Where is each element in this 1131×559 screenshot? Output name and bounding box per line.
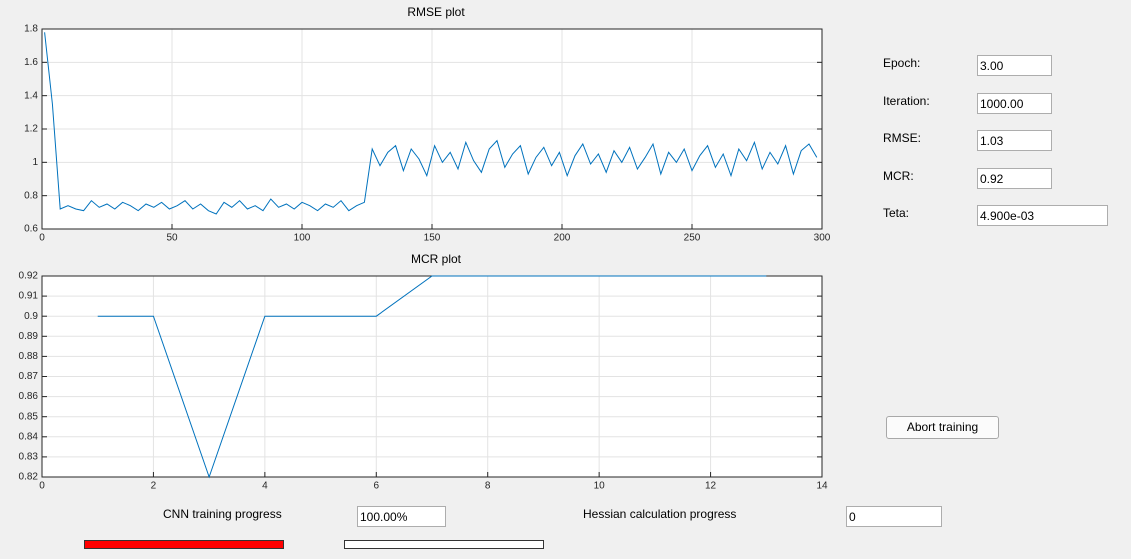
y-tick-label: 1.6	[24, 57, 38, 68]
x-tick-label: 300	[814, 233, 831, 244]
y-tick-label: 0.92	[19, 271, 39, 282]
field-value[interactable]: 1000.00	[977, 92, 1052, 114]
field-label: MCR:	[883, 168, 914, 183]
hessian-progress-label: Hessian calculation progress	[583, 507, 737, 521]
field-label: Teta:	[883, 206, 910, 220]
cnn-progress-value[interactable]: 100.00%	[357, 506, 446, 527]
y-tick-label: 0.8	[24, 190, 38, 201]
y-tick-label: 0.82	[19, 472, 39, 483]
y-tick-label: 1.8	[24, 24, 38, 35]
y-tick-label: 1	[32, 157, 38, 168]
y-tick-label: 0.86	[19, 391, 39, 402]
x-tick-label: 10	[594, 481, 606, 492]
field-value[interactable]: 0.92	[977, 167, 1052, 189]
data-line	[97, 275, 767, 479]
cnn-progress-bar	[84, 540, 284, 549]
y-tick-label: 0.91	[19, 291, 39, 302]
y-tick-label: 0.6	[24, 224, 38, 235]
x-tick-label: 250	[684, 233, 701, 244]
x-tick-label: 0	[39, 481, 45, 492]
x-tick-label: 0	[39, 233, 45, 244]
field-value[interactable]: 3.00	[977, 55, 1052, 76]
y-tick-label: 0.9	[24, 311, 38, 322]
y-tick-label: 0.85	[19, 411, 39, 422]
y-tick-label: 1.2	[24, 124, 38, 135]
chart-title: MCR plot	[411, 252, 462, 266]
y-tick-label: 0.89	[19, 331, 39, 342]
x-tick-label: 100	[294, 233, 311, 244]
y-tick-label: 0.87	[19, 371, 39, 382]
x-tick-label: 4	[262, 481, 268, 492]
x-tick-label: 8	[485, 481, 491, 492]
y-tick-label: 0.88	[19, 351, 39, 362]
field-value[interactable]: 4.900e-03	[977, 205, 1108, 226]
x-tick-label: 14	[816, 481, 828, 492]
chart-title: RMSE plot	[407, 5, 465, 19]
x-tick-label: 6	[374, 481, 380, 492]
x-tick-label: 200	[554, 233, 571, 244]
x-tick-label: 150	[424, 233, 441, 244]
hessian-progress-bar	[344, 540, 544, 549]
y-tick-label: 0.83	[19, 452, 39, 463]
hessian-progress-value[interactable]: 0	[846, 506, 942, 527]
field-label: Iteration:	[883, 93, 930, 108]
axes-box	[41, 28, 823, 230]
x-tick-label: 50	[166, 233, 178, 244]
cnn-progress-label: CNN training progress	[163, 507, 282, 521]
y-tick-label: 1.4	[24, 90, 38, 101]
field-value[interactable]: 1.03	[977, 130, 1052, 151]
x-tick-label: 2	[151, 481, 157, 492]
y-tick-label: 0.84	[19, 431, 39, 442]
field-label: RMSE:	[883, 131, 922, 145]
abort-button[interactable]: Abort training	[886, 416, 999, 439]
data-line	[44, 32, 818, 215]
field-label: Epoch:	[883, 56, 921, 70]
x-tick-label: 12	[705, 481, 717, 492]
